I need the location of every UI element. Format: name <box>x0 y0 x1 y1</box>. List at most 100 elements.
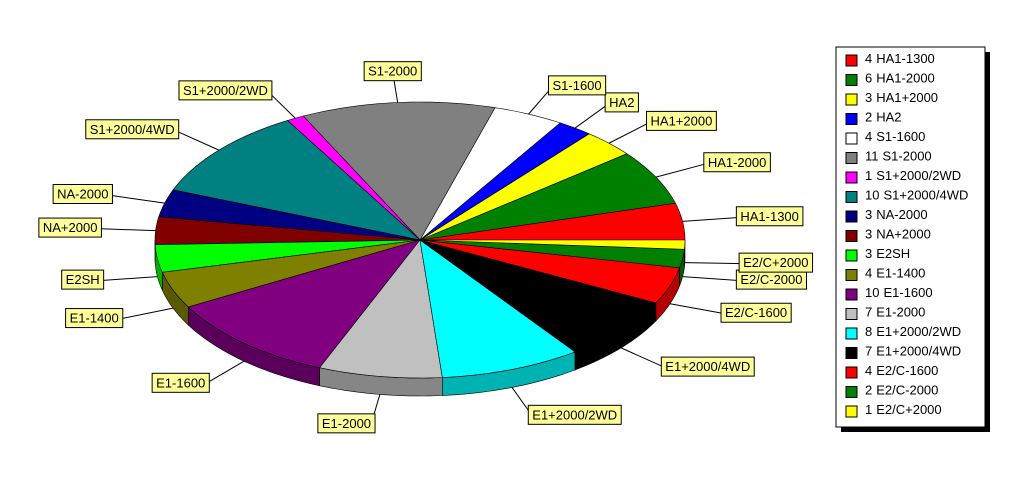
legend-entry: 1 E2/C+2000 <box>865 402 942 417</box>
legend-name: NA+2000 <box>876 227 931 242</box>
slice-label: HA1-2000 <box>703 152 771 173</box>
label-box <box>646 110 717 131</box>
label-box <box>151 372 210 393</box>
legend-value: 4 <box>865 266 872 281</box>
legend-entry: 10 S1+2000/4WD <box>865 188 968 203</box>
slice-label: E2SH <box>61 269 105 290</box>
label-box <box>317 413 376 434</box>
label-text: NA-2000 <box>57 186 108 201</box>
leader-line <box>620 347 666 369</box>
legend-name: S1-1600 <box>876 129 925 144</box>
legend-value: 3 <box>865 227 872 242</box>
legend-entry: 7 E1+2000/4WD <box>865 344 961 359</box>
legend-name: E2/C-1600 <box>876 363 938 378</box>
label-text: E2/C-1600 <box>725 305 787 320</box>
legend-entry: 3 E2SH <box>865 246 910 261</box>
label-box <box>547 75 607 96</box>
label-text: HA2 <box>609 95 634 110</box>
label-box <box>738 252 814 273</box>
legend-name: S1+2000/2WD <box>876 168 961 183</box>
slice <box>419 239 657 353</box>
label-text: E1+2000/2WD <box>532 407 617 422</box>
leader-line <box>608 121 651 144</box>
slice <box>187 239 421 369</box>
legend-swatch <box>845 405 858 418</box>
label-text: E1-1600 <box>156 375 205 390</box>
legend-entry: 3 HA1+2000 <box>865 90 938 105</box>
label-text: E1-1400 <box>70 311 119 326</box>
slice-label: HA2 <box>604 92 639 113</box>
label-box <box>65 308 124 329</box>
leader-line <box>682 216 741 222</box>
legend <box>835 46 986 428</box>
slice-label: E1+2000/4WD <box>660 356 755 377</box>
legend-swatch <box>845 171 858 184</box>
slice-label: E2/C+2000 <box>738 252 814 273</box>
slice <box>319 239 443 379</box>
legend-swatch <box>845 113 858 125</box>
legend-value: 1 <box>865 168 872 183</box>
legend-swatch <box>845 152 858 164</box>
legend-name: E1-1400 <box>876 266 925 281</box>
label-text: E2SH <box>66 272 100 287</box>
legend-swatch <box>845 327 858 340</box>
legend-value: 3 <box>865 207 872 222</box>
legend-value: 6 <box>865 71 872 86</box>
legend-entry: 4 E1-1400 <box>865 266 925 281</box>
slice <box>158 189 421 241</box>
label-box <box>178 80 273 101</box>
legend-swatch <box>845 386 858 398</box>
legend-name: E2SH <box>876 246 910 261</box>
legend-entry: 8 E1+2000/2WD <box>865 324 961 339</box>
slice <box>419 239 686 250</box>
slice <box>419 107 561 241</box>
legend-swatch <box>845 74 858 86</box>
legend-name: HA1+2000 <box>876 90 938 105</box>
label-box <box>61 269 105 290</box>
slice-label: HA1+2000 <box>646 110 717 131</box>
label-text: HA1-2000 <box>708 155 767 170</box>
legend-swatch <box>845 308 858 320</box>
slice <box>302 101 496 241</box>
leader-line <box>99 276 158 282</box>
label-box <box>735 206 804 227</box>
legend-name: E1-1600 <box>883 285 932 300</box>
legend-value: 7 <box>865 305 872 320</box>
leader-line <box>97 228 156 232</box>
legend-value: 10 <box>865 188 879 203</box>
slice <box>419 239 681 304</box>
legend-entry: 3 NA+2000 <box>865 227 931 242</box>
legend-swatch <box>845 230 858 242</box>
legend-value: 2 <box>865 383 872 398</box>
label-text: E1-2000 <box>322 416 371 431</box>
legend-value: 11 <box>865 149 879 164</box>
legend-name: E2/C+2000 <box>876 402 941 417</box>
legend-value: 3 <box>865 90 872 105</box>
slice-label: S1+2000/2WD <box>178 80 273 101</box>
slice <box>419 239 576 378</box>
label-text: S1+2000/2WD <box>183 83 268 98</box>
slice <box>419 239 685 269</box>
slice <box>154 216 421 245</box>
legend-swatch <box>845 269 858 281</box>
legend-swatch <box>845 347 858 359</box>
legend-entry: 3 NA-2000 <box>865 207 928 222</box>
legend-entry: 2 E2/C-2000 <box>865 383 938 398</box>
legend-value: 4 <box>865 51 872 66</box>
label-text: E1+2000/4WD <box>665 359 750 374</box>
legend-name: HA1-2000 <box>876 71 935 86</box>
slice-label: NA-2000 <box>52 183 113 204</box>
label-text: E2/C+2000 <box>743 255 808 270</box>
legend-value: 8 <box>865 324 872 339</box>
legend-value: 4 <box>865 363 872 378</box>
leader-line <box>574 103 610 129</box>
legend-name: S1-2000 <box>883 149 932 164</box>
leader-line <box>669 303 726 315</box>
slice-label: E2/C-2000 <box>735 269 808 290</box>
leader-line <box>267 91 296 119</box>
label-box <box>38 217 102 238</box>
leader-line <box>118 307 174 320</box>
legend-entry: 7 E1-2000 <box>865 305 925 320</box>
legend-entry: 4 S1-1600 <box>865 129 925 144</box>
slice-label: S1-1600 <box>547 75 607 96</box>
